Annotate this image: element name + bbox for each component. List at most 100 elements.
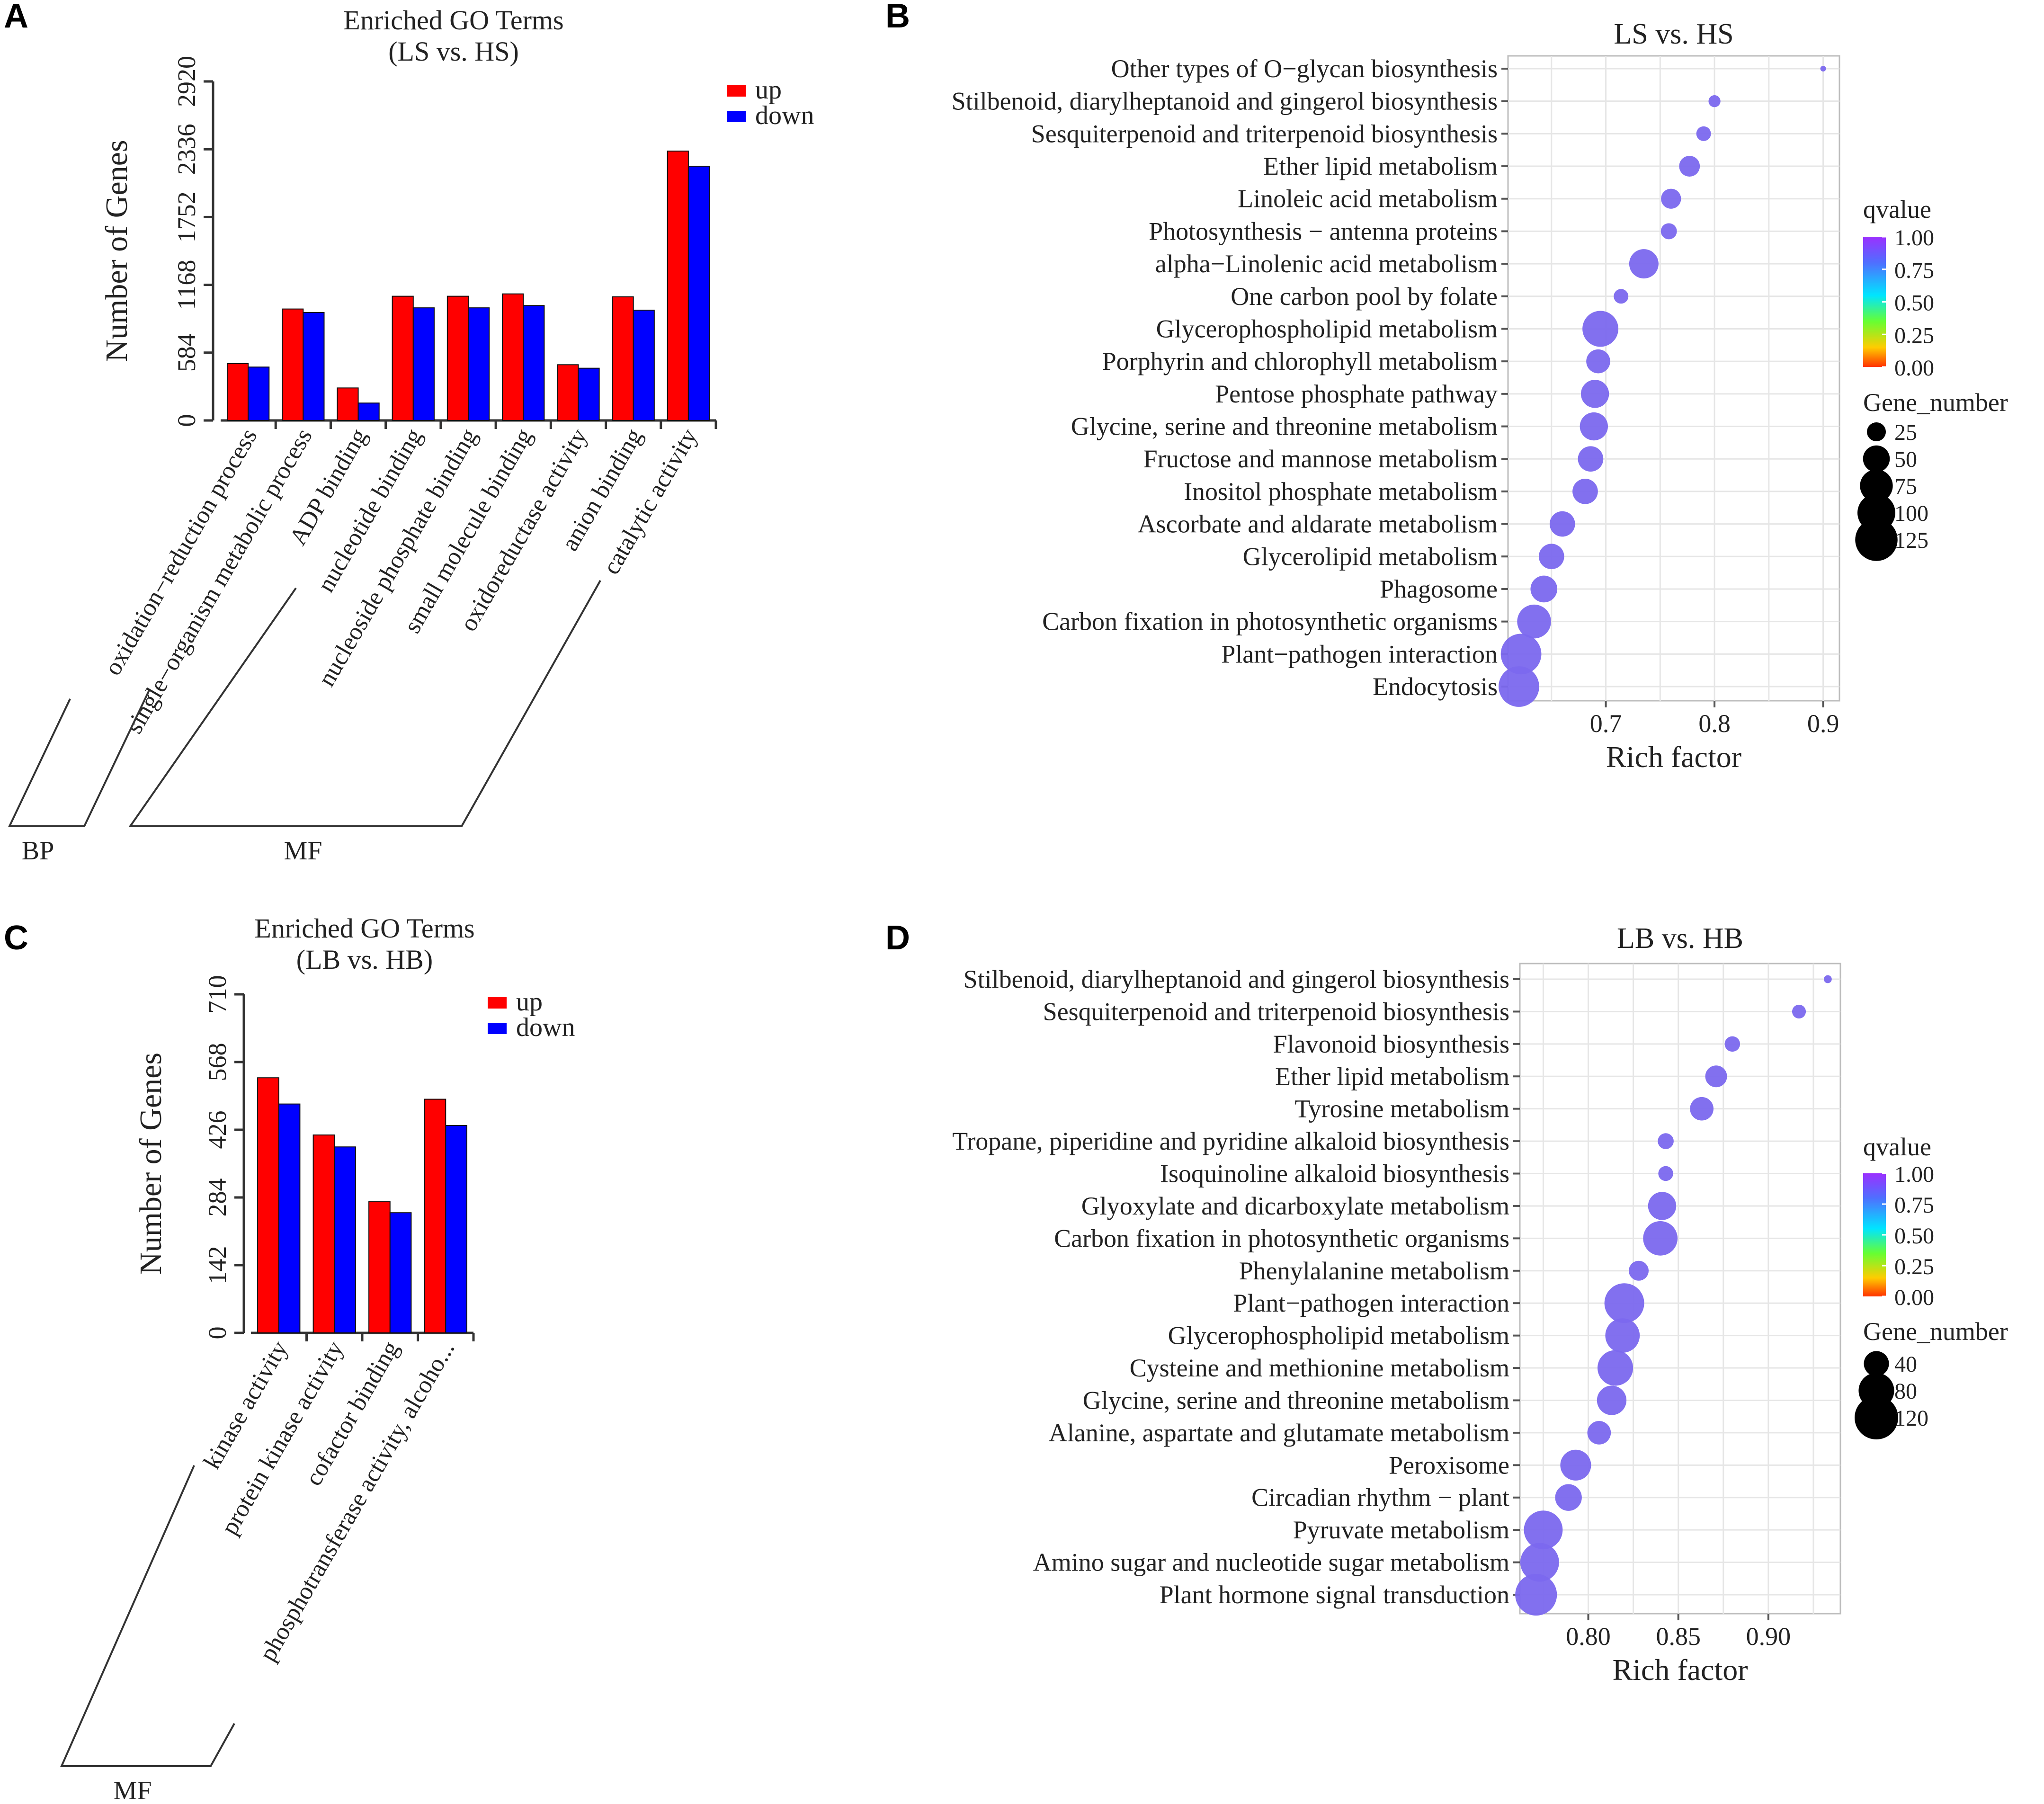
size-legend-dot [1854,1395,1899,1440]
term-label-tyrosine-metabolism: Tyrosine metabolism [1294,1095,1509,1123]
y-axis-label: Number of Genes [134,1053,168,1275]
term-label-plant-hormone-signal-transduction: Plant hormone signal transduction [1160,1581,1509,1609]
y-tick-label: 1168 [172,260,201,310]
group-label-MF: MF [114,1776,152,1804]
bar-down-nucleotide-binding [412,307,435,421]
term-label-porphyrin-and-chlorophyll-metabolism: Porphyrin and chlorophyll metabolism [1102,347,1498,375]
y-tick-label: 2920 [172,56,201,107]
term-label-phagosome: Phagosome [1380,575,1498,603]
x-tick-label: 0.8 [1698,709,1731,738]
size-legend-label: 40 [1894,1352,1917,1377]
legend-label-down: down [516,1013,575,1042]
dot-endocytosis [1499,666,1539,707]
size-legend-label: 75 [1894,474,1917,499]
dot-glycerophospholipid-metabolism [1582,311,1619,347]
term-label-alanine-aspartate-and-glutamate-metabolism: Alanine, aspartate and glutamate metabol… [1049,1419,1509,1447]
panel-D: D LB vs. HB Stilbenoid, diarylheptanoid an… [885,919,2008,1687]
x-tick-label: 0.85 [1656,1622,1701,1651]
colorbar-tick-label: 1.00 [1894,1162,1934,1187]
y-tick-label: 710 [203,975,232,1014]
legend-label-down: down [755,101,814,130]
size-legend-dot [1867,422,1886,441]
colorbar-tick-label: 0.25 [1894,323,1934,348]
panel-letter-A: A [4,0,28,35]
term-label-one-carbon-pool-by-folate: One carbon pool by folate [1231,282,1498,311]
panel-A: A Enriched GO Terms(LS vs. HS) 0 584 1168 175… [4,0,814,866]
group-bracket-BP [8,690,150,827]
term-label-flavonoid-biosynthesis: Flavonoid biosynthesis [1273,1030,1509,1058]
x-tick-label: 0.90 [1746,1622,1791,1651]
dot-ether-lipid-metabolism [1705,1065,1727,1088]
legend-label-up: up [516,987,543,1017]
bar-up-phosphotransferase-activity-alcoho [424,1098,446,1334]
dot-photosynthesis-antenna-proteins [1660,223,1677,240]
term-label-other-types-of-o-glycan-biosynthesis: Other types of O−glycan biosynthesis [1111,54,1498,83]
y-tick-label: 0 [203,1327,232,1340]
gene-number-legend-title: Gene_number [1863,388,2008,417]
size-legend-dot [1864,1351,1889,1376]
qvalue-legend-title: qvalue [1863,1133,1931,1161]
colorbar-tick-label: 1.00 [1894,225,1934,250]
bar-down-nucleoside-phosphate-binding [468,307,490,421]
dot-alanine-aspartate-and-glutamate-metabolism [1587,1421,1611,1445]
dot-one-carbon-pool-by-folate [1614,289,1629,304]
colorbar-tick-label: 0.00 [1894,356,1934,381]
dot-circadian-rhythm-plant [1555,1484,1582,1511]
dot-fructose-and-mannose-metabolism [1578,446,1604,472]
dot-phagosome [1530,575,1558,603]
dot-glyoxylate-and-dicarboxylate-metabolism [1648,1192,1677,1220]
term-label-tropane-piperidine-and-pyridine-alkaloid-biosynthesis: Tropane, piperidine and pyridine alkaloi… [952,1127,1509,1155]
term-label-glycine-serine-and-threonine-metabolism: Glycine, serine and threonine metabolism [1071,412,1498,441]
bar-down-protein-kinase-activity [334,1146,356,1333]
bar-down-oxidation-reduction-process [248,366,270,421]
legend-swatch-down [488,1023,507,1034]
group-label-MF: MF [284,836,322,866]
x-axis-label: Rich factor [1606,740,1741,774]
colorbar-tick-label: 0.00 [1894,1285,1934,1310]
term-label-glycerophospholipid-metabolism: Glycerophospholipid metabolism [1168,1322,1509,1350]
term-label-circadian-rhythm-plant: Circadian rhythm − plant [1251,1483,1509,1512]
legend-label-up: up [755,75,782,105]
term-label-plant-pathogen-interaction: Plant−pathogen interaction [1221,640,1498,668]
panel-C: C Enriched GO Terms(LB vs. HB) 0 142 284 426 5… [4,913,575,1804]
term-label-endocytosis: Endocytosis [1373,672,1498,701]
dot-inositol-phosphate-metabolism [1572,479,1598,504]
term-label-cysteine-and-methionine-metabolism: Cysteine and methionine metabolism [1130,1354,1509,1382]
term-label-isoquinoline-alkaloid-biosynthesis: Isoquinoline alkaloid biosynthesis [1160,1160,1509,1188]
size-legend-dot [1863,445,1890,473]
x-tick-label: 0.9 [1807,709,1839,738]
size-legend-label: 120 [1894,1406,1928,1431]
chart-title: LB vs. HB [1617,922,1743,955]
dot-alpha-linolenic-acid-metabolism [1629,249,1659,279]
term-label-stilbenoid-diarylheptanoid-and-gingerol-biosynthesis: Stilbenoid, diarylheptanoid and gingerol… [964,965,1509,993]
qvalue-legend-title: qvalue [1863,195,1931,223]
dot-ascorbate-and-aldarate-metabolism [1549,511,1575,537]
legend-swatch-up [727,85,746,97]
dot-ether-lipid-metabolism [1679,156,1700,177]
bar-down-kinase-activity [278,1103,301,1333]
bar-up-catalytic-activity [667,151,689,421]
dot-pyruvate-metabolism [1524,1510,1563,1550]
dot-phenylalanine-metabolism [1629,1260,1649,1281]
panel-letter-D: D [885,919,910,957]
size-legend-label: 100 [1894,501,1928,526]
term-label-inositol-phosphate-metabolism: Inositol phosphate metabolism [1184,477,1498,506]
bar-up-small-molecule-binding [502,293,524,421]
size-legend-dot [1855,518,1898,561]
bar-up-nucleotide-binding [392,295,414,421]
size-legend-label: 50 [1894,447,1917,472]
x-tick-label: 0.80 [1566,1622,1611,1651]
bar-up-cofactor-binding [368,1201,391,1334]
term-label-carbon-fixation-in-photosynthetic-organisms: Carbon fixation in photosynthetic organi… [1042,607,1498,636]
term-label-pentose-phosphate-pathway: Pentose phosphate pathway [1215,380,1498,408]
panel-B: B LS vs. HS Other types of O−glycan biosyn… [885,0,2008,774]
bar-down-anion-binding [633,310,655,421]
y-tick-label: 142 [203,1246,232,1285]
dot-sesquiterpenoid-and-triterpenoid-biosynthesis [1696,126,1711,141]
term-label-glycerolipid-metabolism: Glycerolipid metabolism [1243,542,1498,571]
term-label-ether-lipid-metabolism: Ether lipid metabolism [1275,1062,1509,1090]
colorbar-tick-label: 0.50 [1894,1224,1934,1249]
group-bracket-MF [128,580,601,827]
bar-down-catalytic-activity [687,166,710,421]
x-tick-label: 0.7 [1590,709,1622,738]
